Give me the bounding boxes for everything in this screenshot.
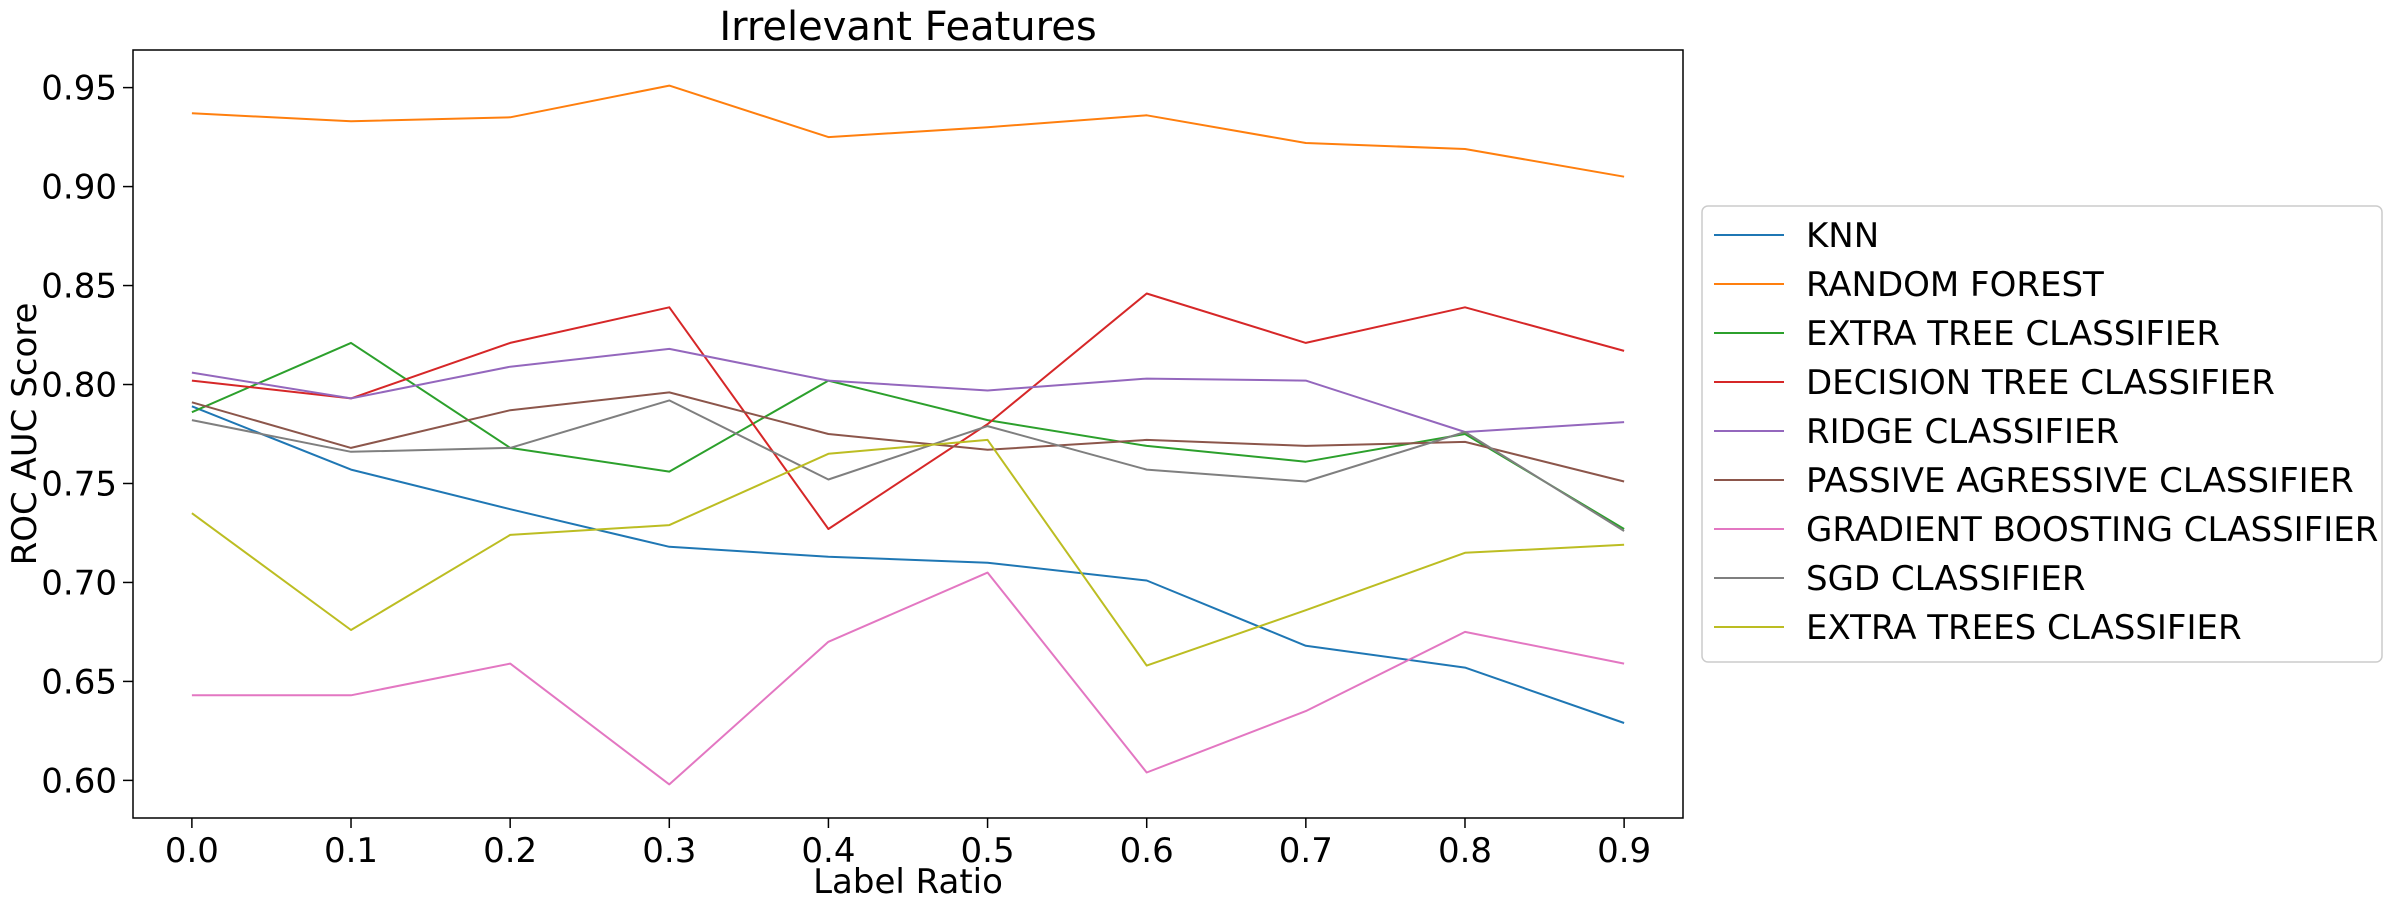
legend: KNN RANDOM FOREST EXTRA TREE CLASSIFIER DEC… [1701, 205, 2383, 663]
x-tick-label: 0.6 [1120, 831, 1174, 871]
x-tick-label: 0.7 [1279, 831, 1333, 871]
series-line-7 [191, 571, 1625, 786]
series-line-1 [191, 405, 1625, 724]
series-line-4 [191, 292, 1625, 530]
y-tick-label: 0.65 [41, 662, 117, 702]
x-axis: 0.0 0.1 0.2 0.3 0.4 0.5 0.6 0.7 0.8 0.9 [165, 818, 1651, 871]
series-line-5 [191, 347, 1625, 433]
y-tick-label: 0.80 [41, 366, 117, 406]
x-tick-label: 0.8 [1438, 831, 1492, 871]
y-tick-label: 0.60 [41, 761, 117, 801]
legend-label: PASSIVE AGRESSIVE CLASSIFIER [1806, 461, 2354, 501]
x-tick-label: 0.4 [801, 831, 855, 871]
x-tick-label: 0.1 [324, 831, 378, 871]
legend-label: RIDGE CLASSIFIER [1806, 412, 2119, 452]
series-line-9 [191, 438, 1625, 667]
series-line-2 [191, 84, 1625, 178]
legend-label: DECISION TREE CLASSIFIER [1806, 363, 2275, 403]
y-tick-label: 0.75 [41, 464, 117, 504]
y-tick-label: 0.95 [41, 69, 117, 109]
legend-frame [1701, 205, 2383, 663]
legend-label: EXTRA TREES CLASSIFIER [1806, 608, 2242, 648]
plot-frame [132, 49, 1684, 819]
x-tick-label: 0.2 [483, 831, 537, 871]
y-tick-label: 0.70 [41, 563, 117, 603]
legend-label: GRADIENT BOOSTING CLASSIFIER [1806, 510, 2378, 550]
series-line-8 [191, 399, 1625, 532]
series-line-3 [191, 341, 1625, 530]
x-tick-label: 0.0 [165, 831, 219, 871]
x-axis-label: Label Ratio [813, 862, 1003, 902]
y-tick-label: 0.85 [41, 267, 117, 307]
legend-label: EXTRA TREE CLASSIFIER [1806, 314, 2220, 354]
x-tick-label: 0.9 [1597, 831, 1651, 871]
legend-label: KNN [1806, 216, 1879, 256]
x-tick-label: 0.3 [642, 831, 696, 871]
series-line-6 [191, 391, 1625, 483]
legend-label: SGD CLASSIFIER [1806, 559, 2086, 599]
y-tick-label: 0.90 [41, 168, 117, 208]
x-tick-label: 0.5 [961, 831, 1015, 871]
series-layer [191, 84, 1625, 786]
legend-label: RANDOM FOREST [1806, 265, 2104, 305]
y-axis-label: ROC AUC Score [5, 303, 45, 566]
y-axis: 0.60 0.65 0.70 0.75 0.80 0.85 0.90 0.95 [41, 69, 133, 801]
chart-title: Irrelevant Features [719, 4, 1096, 50]
